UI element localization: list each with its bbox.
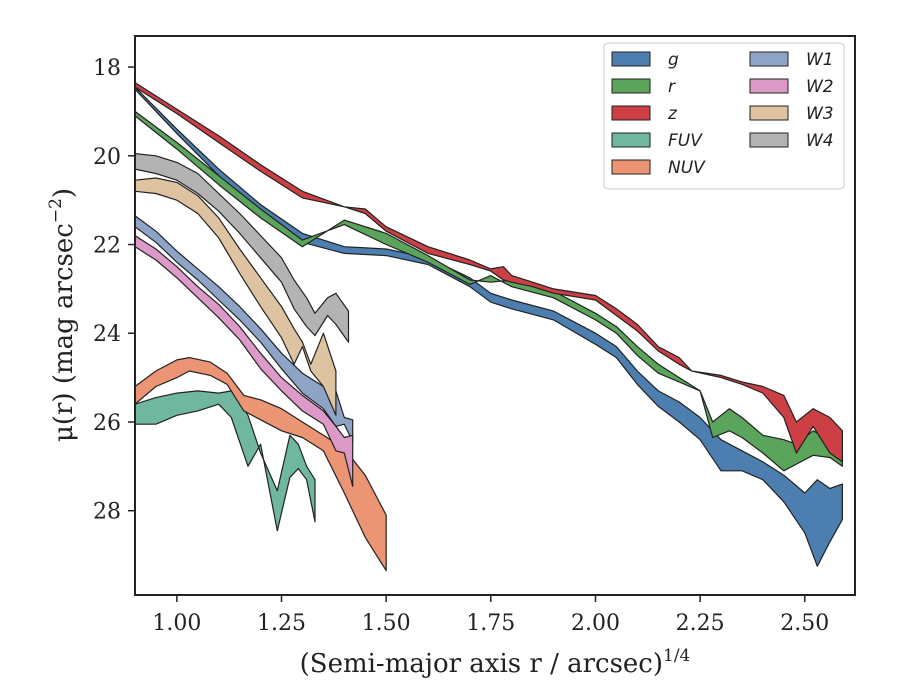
legend-swatch-w3: [749, 105, 789, 121]
band-w3: [135, 177, 337, 416]
legend: grz FUV NUV W1 W2 W3 W4: [603, 42, 845, 190]
y-axis-label: μ(r) (mag arcsec−2): [46, 188, 79, 442]
legend-label-w2: W2: [806, 77, 834, 97]
legend-swatch-fuv: [611, 132, 651, 148]
x-axis-ticks: 1.00 1.25 1.50 1.75 2.00 2.25 2.50: [152, 595, 829, 636]
y-tick-label: 22: [93, 234, 121, 259]
legend-label-w4: W4: [806, 131, 834, 151]
y-tick-label: 24: [93, 322, 121, 347]
data-bands: [135, 81, 844, 572]
band-w2: [135, 235, 354, 487]
legend-swatch-w1: [749, 51, 789, 67]
x-tick-label: 2.50: [780, 611, 829, 636]
x-tick-label: 1.75: [466, 611, 515, 636]
legend-label-w1: W1: [806, 50, 834, 70]
band-g: [135, 86, 844, 567]
legend-swatch-g: [611, 51, 651, 67]
legend-label-r: r: [668, 77, 676, 97]
x-tick-label: 1.25: [257, 611, 306, 636]
x-tick-label: 1.00: [152, 611, 201, 636]
y-tick-label: 18: [93, 56, 121, 81]
legend-swatch-nuv: [611, 159, 651, 175]
y-axis-ticks: 18 20 22 24 26 28: [93, 56, 135, 525]
band-r: [135, 110, 844, 472]
legend-label-z: z: [667, 104, 678, 124]
x-tick-label: 2.00: [571, 611, 620, 636]
band-z: [135, 81, 844, 463]
x-tick-label: 2.25: [676, 611, 725, 636]
legend-swatch-w4: [749, 132, 789, 148]
y-tick-label: 26: [93, 411, 121, 436]
legend-swatch-w2: [749, 78, 789, 94]
plot-frame: [134, 35, 856, 596]
band-fuv: [135, 390, 316, 532]
legend-label-nuv: NUV: [668, 158, 706, 178]
legend-label-g: g: [668, 50, 679, 70]
legend-swatch-r: [611, 78, 651, 94]
band-w4: [135, 153, 350, 343]
legend-swatch-z: [611, 105, 651, 121]
x-tick-label: 1.50: [362, 611, 411, 636]
y-tick-label: 28: [93, 500, 121, 525]
legend-label-fuv: FUV: [668, 131, 703, 151]
x-axis-label: (Semi-major axis r / arcsec)1/4: [300, 646, 691, 679]
y-tick-label: 20: [93, 145, 121, 170]
band-nuv: [135, 357, 387, 572]
legend-label-w3: W3: [806, 104, 834, 124]
